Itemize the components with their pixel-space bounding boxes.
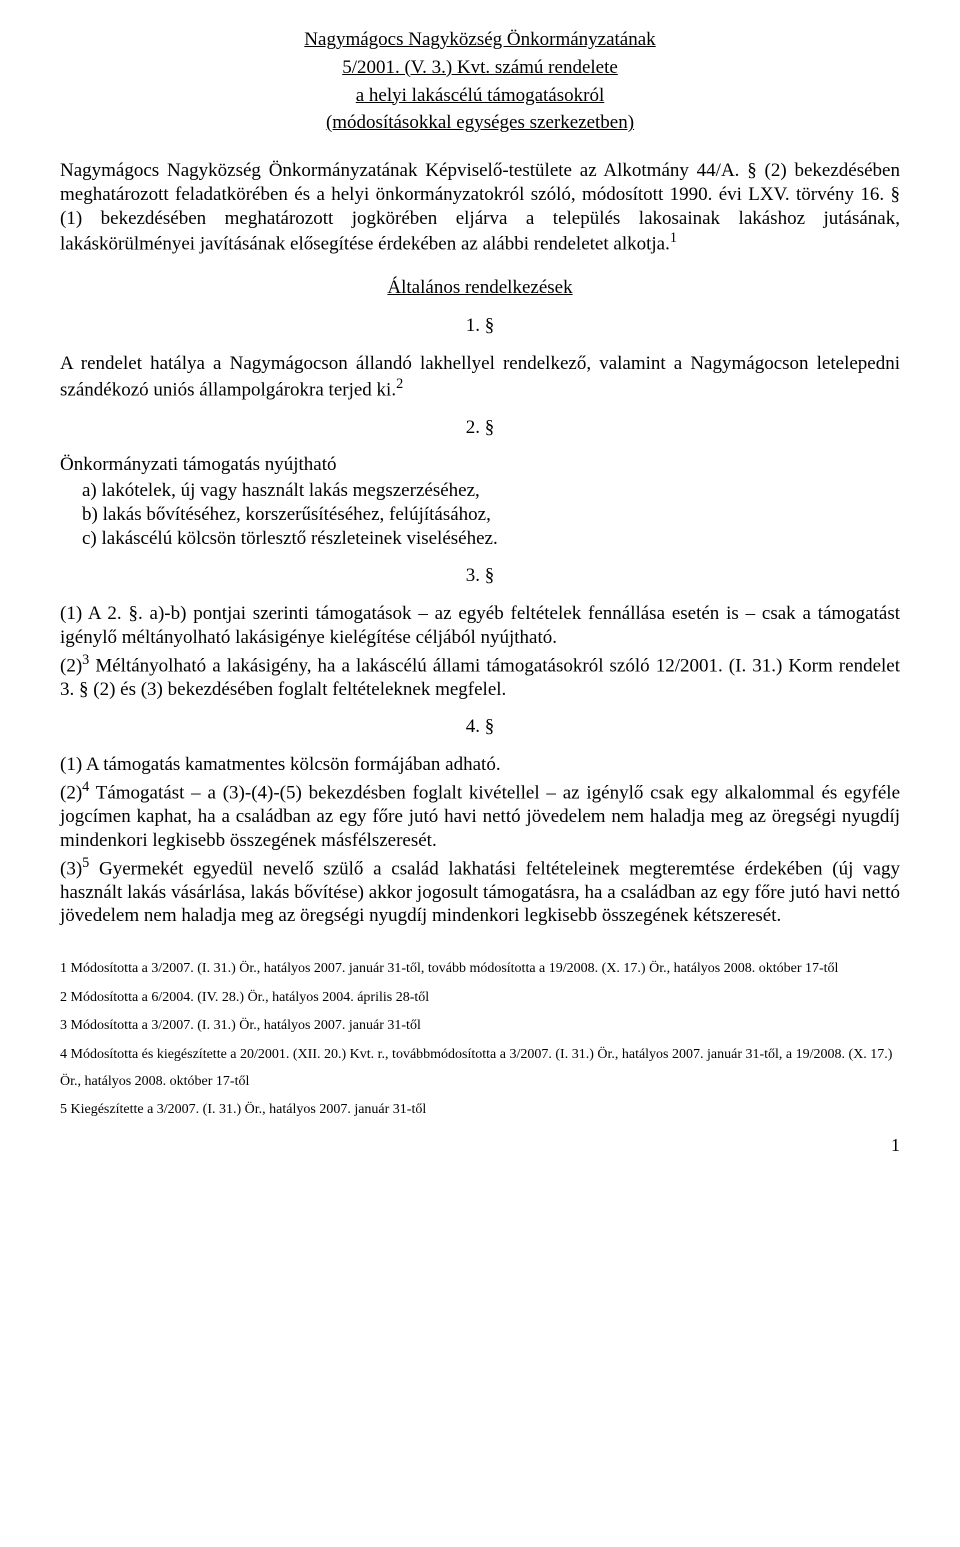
title-line-1: Nagymágocs Nagyközség Önkormányzatának [60,28,900,52]
section-4-para-2-body: Támogatást – a (3)-(4)-(5) bekezdésben f… [60,782,900,851]
title-line-4: (módosításokkal egységes szerkezetben) [60,111,900,135]
section-3-para-1: (1) A 2. §. a)-b) pontjai szerinti támog… [60,602,900,650]
section-2-item-a: a) lakótelek, új vagy használt lakás meg… [82,479,900,503]
section-2-item-c: c) lakáscélú kölcsön törlesztő részletei… [82,527,900,551]
section-3-para-2: (2)3 Méltányolható a lakásigény, ha a la… [60,652,900,702]
section-4-para-3-pre: (3) [60,858,82,879]
section-1-text: A rendelet hatálya a Nagymágocson álland… [60,353,900,400]
section-3-para-2-pre: (2) [60,655,82,676]
general-heading: Általános rendelkezések [60,276,900,300]
section-2-list: a) lakótelek, új vagy használt lakás meg… [82,479,900,550]
footnote-4: 4 Módosította és kiegészítette a 20/2001… [60,1042,900,1095]
title-line-3: a helyi lakáscélú támogatásokról [60,84,900,108]
footnote-1: 1 Módosította a 3/2007. (I. 31.) Ör., ha… [60,956,900,983]
section-4-para-2: (2)4 Támogatást – a (3)-(4)-(5) bekezdés… [60,779,900,853]
section-1-body: A rendelet hatálya a Nagymágocson álland… [60,352,900,402]
footnotes-block: 1 Módosította a 3/2007. (I. 31.) Ör., ha… [60,956,900,1124]
section-4-number: 4. § [60,715,900,739]
section-4-para-1: (1) A támogatás kamatmentes kölcsön form… [60,753,900,777]
section-4-para-3: (3)5 Gyermekét egyedül nevelő szülő a cs… [60,855,900,929]
preamble-footnote-ref: 1 [670,230,677,246]
section-3-number: 3. § [60,564,900,588]
section-1-footnote-ref: 2 [396,376,403,392]
section-2-item-b: b) lakás bővítéséhez, korszerűsítéséhez,… [82,503,900,527]
footnote-2: 2 Módosította a 6/2004. (IV. 28.) Ör., h… [60,985,900,1012]
section-1-number: 1. § [60,314,900,338]
title-line-2: 5/2001. (V. 3.) Kvt. számú rendelete [60,56,900,80]
section-2-number: 2. § [60,416,900,440]
section-4-para-3-body: Gyermekét egyedül nevelő szülő a család … [60,858,900,927]
title-block: Nagymágocs Nagyközség Önkormányzatának 5… [60,28,900,135]
section-2-lead: Önkormányzati támogatás nyújtható [60,453,900,477]
footnote-3: 3 Módosította a 3/2007. (I. 31.) Ör., ha… [60,1013,900,1040]
footnote-5: 5 Kiegészítette a 3/2007. (I. 31.) Ör., … [60,1097,900,1124]
preamble: Nagymágocs Nagyközség Önkormányzatának K… [60,159,900,256]
preamble-text: Nagymágocs Nagyközség Önkormányzatának K… [60,160,900,255]
section-3-para-2-body: Méltányolható a lakásigény, ha a lakáscé… [60,655,900,700]
section-4-para-2-pre: (2) [60,782,82,803]
page-number: 1 [60,1134,900,1157]
